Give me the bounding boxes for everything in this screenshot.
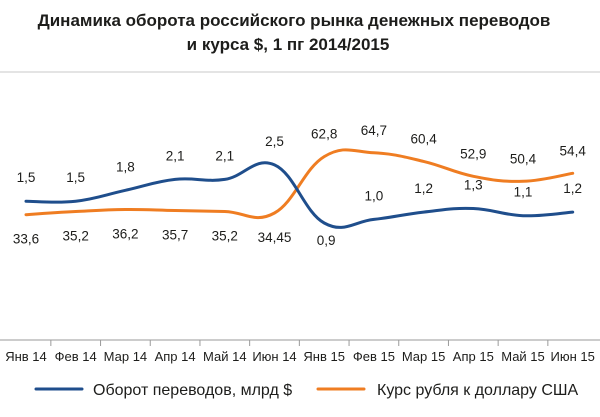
data-label-rate: 36,2	[112, 226, 138, 241]
data-label-turnover: 1,1	[514, 185, 533, 200]
data-label-turnover: 1,3	[464, 177, 483, 192]
x-tick-label: Мар 14	[104, 349, 148, 364]
x-tick-label: Фев 14	[55, 349, 97, 364]
data-label-rate: 35,2	[63, 228, 89, 243]
data-label-rate: 52,9	[460, 146, 486, 161]
x-tick-label: Май 15	[501, 349, 545, 364]
series-layer	[24, 148, 575, 229]
data-labels-layer: 1,5 1,5 1,8 2,1 2,1 2,5 0,9 1,0 1,2 1,3 1,1 1,2 33,6…	[13, 123, 586, 248]
legend-label-rate: Курс рубля к доллару США	[377, 382, 579, 399]
data-label-rate: 54,4	[560, 143, 587, 158]
x-tick-label: Июн 14	[252, 349, 296, 364]
x-tick-label: Янв 14	[5, 349, 47, 364]
data-label-turnover: 2,1	[166, 148, 185, 163]
legend: Оборот переводов, млрд $ Курс рубля к до…	[34, 382, 579, 399]
data-label-turnover: 0,9	[317, 233, 336, 248]
data-label-turnover: 1,5	[66, 170, 85, 185]
x-tick-label: Апр 15	[453, 349, 494, 364]
chart-title-line-2: и курса $, 1 пг 2014/2015	[187, 35, 390, 54]
x-tick-label: Апр 14	[155, 349, 196, 364]
chart-title-line-1: Динамика оборота российского рынка денеж…	[38, 11, 551, 30]
data-label-rate: 35,7	[162, 227, 188, 242]
data-label-turnover: 1,2	[563, 181, 582, 196]
series-line-rate	[24, 148, 575, 219]
data-label-rate: 60,4	[410, 131, 437, 146]
data-label-turnover: 1,8	[116, 159, 135, 174]
data-label-turnover: 2,1	[215, 148, 234, 163]
x-tick-label: Июн 15	[551, 349, 595, 364]
series-line-turnover	[24, 161, 575, 229]
data-label-turnover: 1,2	[414, 181, 433, 196]
data-label-turnover: 1,0	[365, 188, 384, 203]
data-label-rate: 64,7	[361, 123, 387, 138]
data-label-rate: 62,8	[311, 127, 337, 142]
x-tick-label: Фев 15	[353, 349, 395, 364]
x-tick-label: Май 14	[203, 349, 247, 364]
data-label-rate: 33,6	[13, 232, 39, 247]
data-label-rate: 50,4	[510, 151, 537, 166]
data-label-turnover: 2,5	[265, 134, 284, 149]
legend-label-turnover: Оборот переводов, млрд $	[93, 382, 292, 399]
data-label-rate: 35,2	[212, 228, 238, 243]
x-tick-label: Янв 15	[303, 349, 345, 364]
x-tick-label: Мар 15	[402, 349, 446, 364]
data-label-turnover: 1,5	[17, 170, 36, 185]
x-axis-ticks: Янв 14 Фев 14 Мар 14 Апр 14 Май 14 Июн 14 Янв …	[5, 340, 595, 364]
data-label-rate: 34,45	[258, 230, 292, 245]
